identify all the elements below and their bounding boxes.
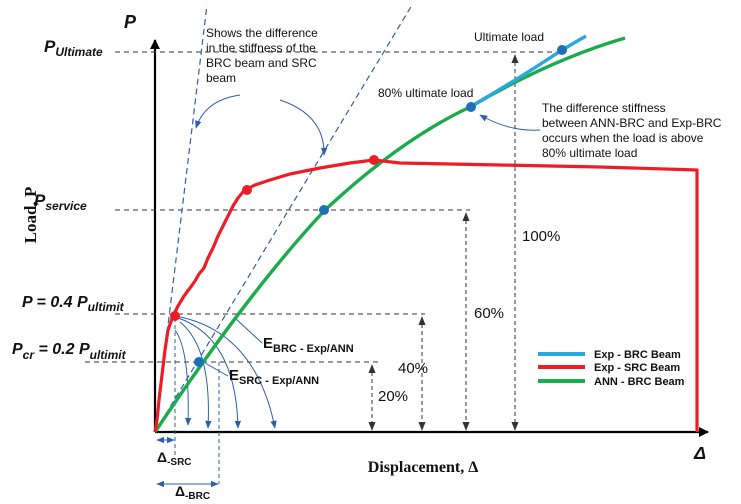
- service-level-label: Pservice: [34, 191, 87, 213]
- annotation-leaders: [195, 94, 541, 156]
- service-point-brc: [319, 205, 329, 215]
- e-brc-label: EBRC - Exp/ANN: [263, 335, 354, 355]
- stiffness-arrow-left: [195, 94, 241, 129]
- key-points: [170, 45, 567, 367]
- percent-arrows: [368, 54, 519, 431]
- x-axis-title: Displacement, Δ: [368, 459, 478, 476]
- legend-item-exp-brc: Exp - BRC Beam: [538, 349, 681, 361]
- percent-40-label: 40%: [398, 360, 428, 377]
- legend-label-exp-src: Exp - SRC Beam: [594, 362, 680, 374]
- eighty-point: [466, 102, 476, 112]
- e-brc-pointer: [234, 317, 263, 344]
- src-service-point: [242, 185, 252, 195]
- percent-60-label: 60%: [474, 305, 504, 322]
- e-src-label: ESRC - Exp/ANN: [229, 367, 319, 387]
- delta-guides: [156, 318, 220, 488]
- ultimate-point: [557, 45, 567, 55]
- pcr-level-label: Pcr = 0.2 Pultimit: [12, 341, 127, 362]
- exp-brc-curve: [469, 34, 587, 109]
- ann-note-arrow: [479, 114, 541, 131]
- ann-note: The difference stiffness between ANN-BRC…: [542, 101, 725, 160]
- percent-20-label: 20%: [378, 388, 408, 405]
- modulus-arcs: [174, 315, 277, 429]
- legend-item-ann-brc: ANN - BRC Beam: [538, 376, 685, 388]
- arc-small: [174, 329, 192, 426]
- src-p04-point: [170, 311, 180, 321]
- delta-brc-label: Δ-BRC: [175, 483, 210, 502]
- legend-item-exp-src: Exp - SRC Beam: [538, 362, 680, 374]
- y-axis-symbol: P: [124, 12, 137, 32]
- ultimate-level-label: PUltimate: [44, 37, 103, 59]
- exp-src-curve: [153, 158, 699, 433]
- x-axis-symbol: Δ: [693, 443, 706, 463]
- arc-mid: [177, 317, 242, 429]
- delta-src-label: Δ-SRC: [157, 449, 192, 468]
- legend-label-exp-brc: Exp - BRC Beam: [594, 349, 681, 361]
- y-axis-title: Load, P: [21, 187, 40, 244]
- e-src-pointer: [204, 362, 229, 377]
- ultimate-load-label: Ultimate load: [474, 30, 544, 44]
- eighty-ultimate-label: 80% ultimate load: [378, 86, 473, 100]
- arc-outer: [174, 315, 277, 429]
- stiffness-arrow-right: [279, 99, 328, 156]
- legend-label-ann-brc: ANN - BRC Beam: [594, 376, 685, 388]
- stiffness-note: Shows the difference in the stiffness of…: [206, 26, 321, 85]
- src-peak-point: [369, 155, 379, 165]
- p04-level-label: P = 0.4 Pultimit: [22, 294, 125, 314]
- percent-100-label: 100%: [522, 228, 560, 245]
- pcr-point-brc: [194, 357, 204, 367]
- legend: Exp - BRC Beam Exp - SRC Beam ANN - BRC …: [538, 349, 685, 388]
- level-guides: [85, 51, 565, 363]
